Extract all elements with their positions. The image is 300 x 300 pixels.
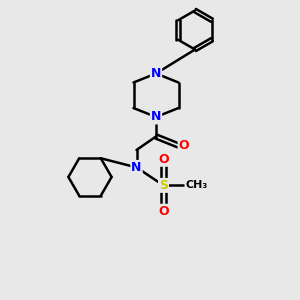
Text: S: S <box>159 179 168 192</box>
Text: O: O <box>159 205 170 218</box>
Text: O: O <box>159 153 170 166</box>
Text: N: N <box>151 67 161 80</box>
Text: N: N <box>151 110 161 124</box>
Text: CH₃: CH₃ <box>185 180 208 190</box>
Text: O: O <box>178 139 189 152</box>
Text: N: N <box>131 161 142 174</box>
